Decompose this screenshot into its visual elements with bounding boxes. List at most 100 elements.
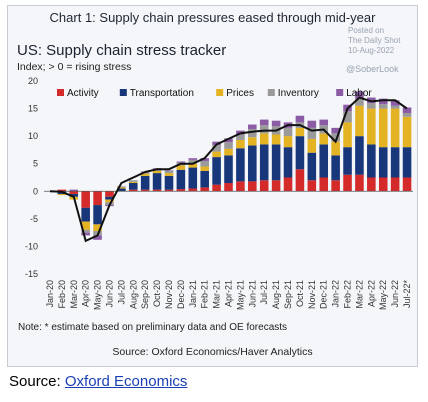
bar-inventory-10 — [164, 170, 174, 174]
bar-transportation-13 — [200, 170, 209, 188]
bar-activity-10 — [164, 189, 174, 192]
bar-prices-27 — [367, 108, 376, 145]
bar-inventory-6 — [117, 186, 126, 188]
bar-transportation-7 — [128, 183, 138, 190]
x-tick-label: Apr-20 — [81, 280, 91, 307]
bar-prices-4 — [93, 224, 102, 231]
bar-activity-4 — [93, 191, 102, 206]
x-tick-label: Feb-21 — [200, 280, 210, 309]
bar-activity-1 — [57, 189, 67, 192]
bar-transportation-28 — [378, 147, 388, 178]
bar-activity-12 — [188, 188, 198, 192]
y-tick-label: -15 — [25, 269, 38, 279]
bar-transportation-20 — [283, 147, 293, 178]
bar-transportation-15 — [224, 155, 233, 184]
bar-activity-8 — [140, 189, 150, 192]
source-link[interactable]: Oxford Economics — [64, 373, 188, 390]
bar-activity-9 — [152, 189, 162, 192]
x-tick-label: Feb-22 — [343, 280, 353, 309]
bar-prices-9 — [152, 170, 162, 174]
bar-transportation-10 — [164, 175, 174, 190]
bar-activity-19 — [271, 180, 281, 192]
bar-transportation-18 — [259, 144, 269, 181]
legend-label-prices: Prices — [226, 88, 254, 99]
bar-labor-17 — [248, 124, 257, 129]
bar-activity-3 — [81, 191, 90, 208]
x-tick-label: Mar-22 — [354, 280, 364, 309]
bar-prices-22 — [307, 138, 317, 153]
bar-transportation-5 — [105, 196, 114, 200]
bar-inventory-13 — [200, 160, 209, 167]
bar-transportation-11 — [176, 169, 186, 190]
bar-inventory-27 — [367, 103, 376, 109]
x-tick-label: Jan-20 — [45, 280, 55, 308]
bar-labor-22 — [307, 120, 317, 128]
source-prefix: Source: — [9, 373, 65, 390]
x-tick-label: Jan-21 — [188, 280, 198, 308]
bar-inventory-15 — [224, 142, 233, 149]
bar-transportation-26 — [355, 136, 364, 175]
bar-transportation-14 — [212, 157, 221, 185]
x-tick-label: Dec-21 — [319, 280, 329, 309]
bar-inventory-20 — [283, 127, 293, 137]
bar-transportation-23 — [319, 144, 329, 178]
legend-swatch-labor — [336, 89, 344, 96]
x-tick-label: Feb-20 — [57, 280, 67, 309]
legend-swatch-activity — [57, 89, 64, 96]
bar-prices-24 — [331, 141, 340, 156]
bar-labor-12 — [188, 158, 198, 160]
y-tick-label: 20 — [28, 76, 38, 86]
bar-transportation-2 — [69, 194, 79, 197]
bar-transportation-17 — [248, 145, 257, 182]
bar-activity-7 — [128, 189, 138, 192]
bar-transportation-16 — [236, 148, 245, 182]
bar-inventory-25 — [343, 111, 352, 123]
bar-labor-30 — [402, 107, 412, 113]
x-tick-label: Sep-21 — [283, 280, 293, 309]
bar-prices-14 — [212, 151, 221, 158]
bar-prices-10 — [164, 173, 174, 176]
x-tick-label: May-22 — [378, 280, 388, 310]
bar-activity-5 — [105, 191, 114, 197]
bar-prices-21 — [295, 127, 305, 137]
bar-inventory-17 — [248, 128, 257, 138]
bar-transportation-30 — [402, 147, 412, 178]
bar-prices-23 — [319, 133, 329, 145]
bar-labor-26 — [355, 91, 364, 99]
bar-transportation-21 — [295, 136, 305, 170]
bar-prices-30 — [402, 116, 412, 148]
watermark-handle: @SoberLook — [346, 64, 399, 74]
bar-activity-25 — [343, 174, 352, 192]
total-stress-line — [49, 96, 408, 243]
x-tick-label: Jun-21 — [247, 280, 257, 308]
y-tick-label: -10 — [25, 241, 38, 251]
bar-activity-18 — [259, 180, 269, 192]
bar-inventory-26 — [355, 98, 364, 106]
bar-labor-28 — [378, 98, 388, 105]
bar-prices-18 — [259, 133, 269, 145]
bar-labor-13 — [200, 158, 209, 161]
bar-activity-11 — [176, 189, 186, 192]
x-tick-label: Apr-21 — [224, 280, 234, 307]
x-tick-label: Aug-20 — [128, 280, 138, 309]
legend-label-activity: Activity — [67, 88, 99, 99]
legend-swatch-prices — [216, 89, 224, 96]
watermark-date: 10-Aug-2022 — [348, 46, 395, 55]
bar-inventory-30 — [402, 112, 412, 117]
bar-inventory-29 — [390, 105, 400, 109]
bar-prices-29 — [390, 108, 400, 148]
bar-activity-13 — [200, 187, 209, 192]
bar-labor-27 — [367, 97, 376, 104]
bar-labor-23 — [319, 119, 329, 126]
bar-inventory-22 — [307, 127, 317, 139]
bar-activity-27 — [367, 177, 376, 192]
bar-activity-17 — [248, 181, 257, 192]
bar-activity-15 — [224, 183, 233, 192]
bar-prices-19 — [271, 134, 281, 145]
bar-prices-13 — [200, 166, 209, 171]
bar-transportation-27 — [367, 144, 376, 178]
x-tick-label: Aug-21 — [271, 280, 281, 309]
bar-prices-16 — [236, 140, 245, 149]
bar-prices-26 — [355, 105, 364, 137]
